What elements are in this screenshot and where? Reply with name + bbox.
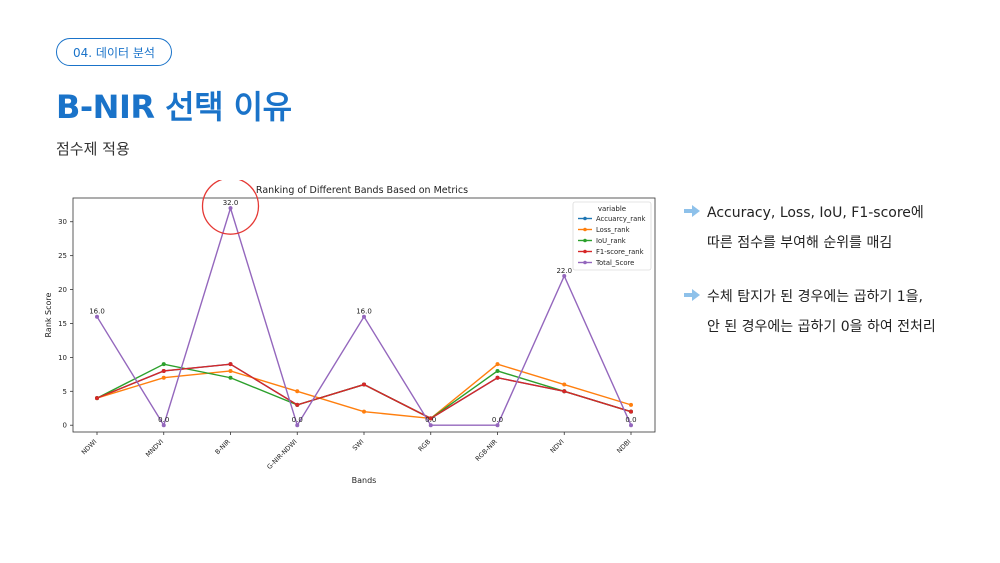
- x-tick-label: RGB-NIR: [474, 437, 500, 463]
- legend: variable Accuarcy_rank Loss_rank IoU_rank F…: [572, 201, 652, 271]
- series-point: [495, 368, 500, 373]
- x-tick-label: G-NIR-NDWI: [265, 438, 298, 471]
- legend-entry: Accuarcy_rank: [596, 215, 646, 223]
- y-tick-label: 5: [63, 388, 67, 396]
- legend-entry: Total_Score: [595, 259, 634, 267]
- data-label: 16.0: [356, 308, 372, 316]
- legend-marker: [583, 260, 587, 265]
- series-point: [228, 368, 233, 373]
- data-label: 0.0: [492, 416, 503, 424]
- data-label: 0.0: [292, 416, 303, 424]
- series-point: [362, 314, 366, 319]
- note-line: Accuracy, Loss, IoU, F1-score에: [707, 205, 924, 221]
- legend-marker: [583, 216, 587, 221]
- series-point: [228, 362, 233, 367]
- x-axis: NDWI MNDVI B-NIR G-NIR-NDWI SWI RGB RGB-NIR NDV…: [80, 432, 632, 471]
- series-point: [495, 423, 500, 428]
- series-point: [629, 409, 633, 414]
- highlight-circle: [201, 180, 260, 235]
- y-tick-label: 10: [58, 354, 67, 362]
- rank-score-chart: Ranking of Different Bands Based on Metr…: [44, 180, 656, 485]
- series-point: [95, 314, 99, 319]
- series-point: [161, 368, 166, 373]
- series-point: [562, 389, 567, 394]
- series-point: [495, 375, 500, 380]
- y-tick-label: 30: [58, 218, 67, 226]
- legend-entry: Loss_rank: [596, 226, 630, 234]
- series-point: [161, 423, 166, 428]
- series-point: [362, 382, 366, 387]
- series-point: [362, 409, 366, 414]
- y-tick-label: 0: [63, 422, 67, 430]
- arrow-right-icon: [684, 289, 700, 301]
- note-line: 따른 점수를 부여해 순위를 매김: [707, 235, 893, 251]
- data-label: 16.0: [89, 308, 105, 316]
- x-tick-label: B-NIR: [213, 437, 232, 456]
- y-tick-label: 25: [58, 252, 67, 260]
- series-layer: [95, 205, 633, 428]
- series-point: [562, 382, 567, 387]
- page-title: B-NIR 선택 이유: [56, 88, 292, 126]
- series-point: [562, 274, 567, 278]
- chart-title: Ranking of Different Bands Based on Metr…: [256, 185, 468, 196]
- series-point: [161, 362, 166, 367]
- legend-marker: [583, 249, 587, 254]
- note-line: 수체 탐지가 된 경우에는 곱하기 1을,: [707, 289, 923, 305]
- data-labels: 16.0 0.0 32.0 0.0 16.0 0.0 0.0 22.0 0.0: [89, 199, 636, 424]
- legend-marker: [583, 238, 587, 243]
- x-tick-label: NDBI: [615, 438, 632, 455]
- series-point: [228, 375, 233, 380]
- series-point: [95, 396, 99, 401]
- legend-box: [572, 201, 652, 271]
- data-label: 0.0: [425, 416, 436, 424]
- x-tick-label: NDVI: [549, 438, 566, 455]
- series-point: [295, 389, 300, 394]
- note-item: Accuracy, Loss, IoU, F1-score에 따른 점수를 부여…: [683, 198, 983, 258]
- series-point: [295, 423, 300, 428]
- series-point: [161, 375, 166, 380]
- series-point: [428, 416, 433, 421]
- data-label: 32.0: [223, 199, 239, 207]
- legend-title: variable: [598, 205, 626, 213]
- series-point: [428, 423, 433, 428]
- legend-marker: [583, 227, 587, 232]
- note-line: 안 된 경우에는 곱하기 0을 하여 전처리: [707, 319, 936, 335]
- page-subtitle: 점수제 적용: [56, 140, 130, 158]
- data-label: 0.0: [158, 416, 169, 424]
- data-label: 22.0: [556, 267, 572, 275]
- y-tick-label: 15: [58, 320, 67, 328]
- legend-entry: F1-score_rank: [596, 248, 644, 256]
- x-tick-label: NDWI: [80, 438, 99, 457]
- notes-panel: Accuracy, Loss, IoU, F1-score에 따른 점수를 부여…: [683, 198, 983, 366]
- y-tick-label: 20: [58, 286, 67, 294]
- legend-entry: IoU_rank: [596, 237, 626, 245]
- note-item: 수체 탐지가 된 경우에는 곱하기 1을, 안 된 경우에는 곱하기 0을 하여…: [683, 282, 983, 342]
- x-tick-label: MNDVI: [144, 438, 165, 459]
- arrow-right-icon: [684, 205, 700, 217]
- series-point: [629, 423, 633, 428]
- x-tick-label: SWI: [351, 438, 366, 453]
- x-tick-label: RGB: [417, 438, 433, 454]
- series-point: [228, 206, 233, 211]
- series-point: [629, 402, 633, 407]
- x-axis-label: Bands: [352, 476, 377, 485]
- section-label: 04. 데이터 분석: [56, 38, 172, 66]
- series-point: [295, 402, 300, 407]
- y-axis: 0 5 10 15 20 25 30: [58, 218, 73, 430]
- data-label: 0.0: [625, 416, 636, 424]
- series-point: [495, 362, 500, 367]
- y-axis-label: Rank Score: [44, 292, 53, 337]
